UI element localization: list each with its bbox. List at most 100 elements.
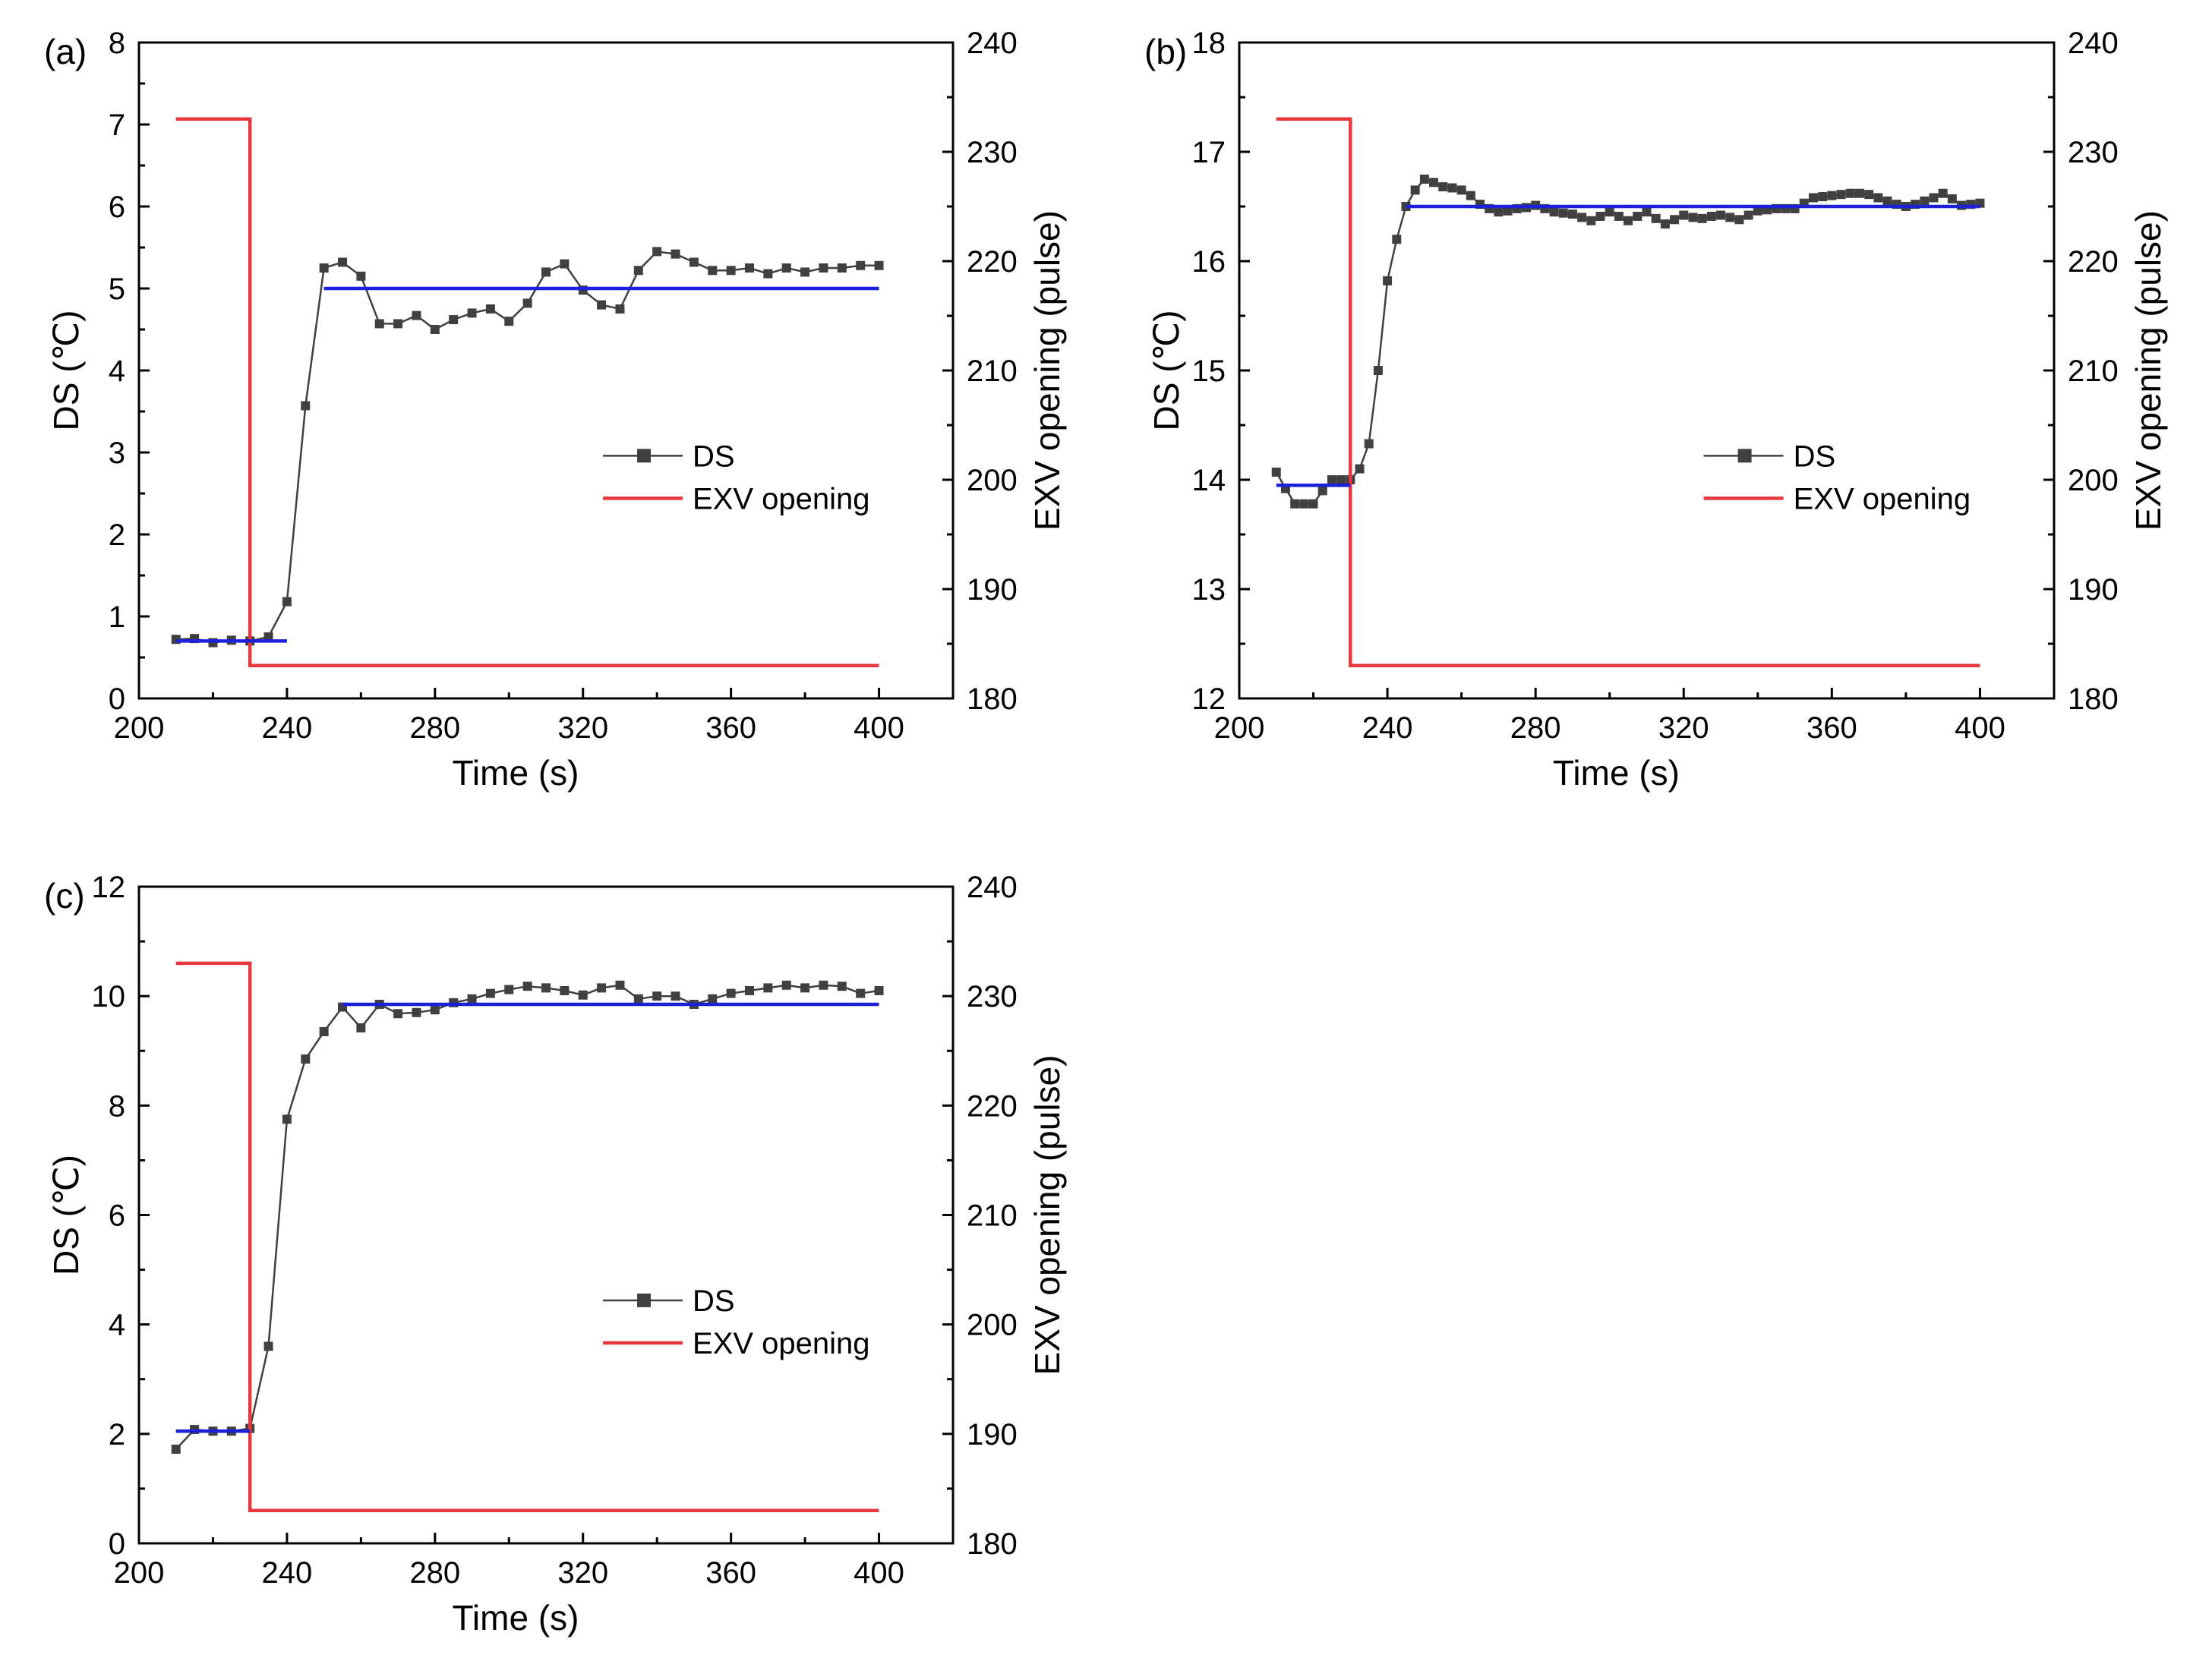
ds-data-point	[1410, 185, 1420, 195]
legend-ds-marker	[637, 449, 652, 463]
y-tick-label: 12	[1192, 682, 1226, 716]
legend-exv-label: EXV opening	[693, 482, 870, 515]
ds-data-point	[726, 988, 736, 998]
x-tick-label: 320	[557, 711, 608, 745]
x-tick-label: 280	[409, 711, 460, 745]
ds-data-point	[1688, 213, 1698, 222]
ds-data-point	[504, 985, 514, 994]
legend-exv-label: EXV opening	[693, 1327, 870, 1360]
ds-data-point	[615, 980, 625, 990]
ds-data-point	[1577, 213, 1587, 222]
ds-data-point	[1633, 211, 1642, 221]
ds-data-point	[522, 298, 532, 308]
legend-ds-marker	[1737, 449, 1752, 463]
ds-data-point	[708, 994, 718, 1004]
ds-data-point	[837, 982, 847, 991]
chart-panel-1: 200 240 280 320 360 400 0 1 2 3 4 5 6 7 8 180 190 200 210 2…	[44, 27, 1067, 793]
plot-frame	[137, 41, 955, 700]
x-tick-label: 280	[409, 1556, 460, 1590]
ds-data-point	[781, 263, 791, 273]
y2-tick-label: 190	[967, 1418, 1018, 1451]
y2-tick-label: 210	[2068, 355, 2119, 388]
y-tick-label: 4	[109, 355, 125, 388]
legend-ds-label: DS	[693, 1284, 735, 1318]
x-axis-title: Time (s)	[453, 1598, 579, 1637]
x-tick-label: 400	[1955, 711, 2005, 745]
ds-data-point	[652, 247, 662, 257]
y2-tick-label: 230	[967, 980, 1018, 1013]
panel-label: (b)	[1144, 32, 1187, 71]
y2-tick-label: 240	[2068, 27, 2119, 60]
ds-data-point	[1882, 196, 1892, 206]
x-axis-title: Time (s)	[453, 753, 579, 793]
y-tick-label: 3	[109, 437, 125, 470]
exv-opening-line	[175, 961, 879, 1513]
legend-ds-marker	[637, 1293, 652, 1307]
ds-data-point	[467, 308, 477, 318]
ds-data-point	[1271, 467, 1281, 477]
ds-data-point	[560, 259, 570, 269]
ds-data-point	[1697, 213, 1707, 223]
ds-data-point	[1327, 475, 1336, 484]
ds-data-point	[319, 1027, 329, 1037]
ds-data-point	[763, 269, 773, 279]
ds-data-point	[615, 304, 625, 314]
ds-data-point	[541, 983, 551, 993]
ds-data-point	[1558, 208, 1568, 218]
y-tick-label: 5	[109, 273, 125, 306]
x-tick-label: 320	[557, 1556, 608, 1590]
y2-tick-label: 180	[967, 1527, 1018, 1561]
y-tick-label: 18	[1192, 27, 1226, 60]
ds-data-point	[1317, 486, 1327, 496]
ds-data-point	[560, 985, 570, 995]
y2-tick-label: 200	[2068, 464, 2119, 497]
y-tick-label: 1	[109, 600, 125, 634]
ds-data-point	[708, 266, 718, 276]
ds-data-point	[1808, 193, 1818, 203]
y2-tick-label: 230	[2068, 136, 2119, 169]
ds-data-point	[301, 1054, 311, 1064]
y-tick-label: 8	[109, 1089, 125, 1123]
ds-data-point	[1456, 185, 1466, 195]
ds-data-point	[874, 260, 884, 270]
ds-data-point	[541, 267, 551, 277]
ds-data-point	[1938, 188, 1948, 198]
ds-data-point	[1364, 439, 1374, 449]
chart-panel-2: 200 240 280 320 360 400 12 13 14 15 16 17 18 180 190 20…	[1144, 27, 2168, 793]
y2-tick-label: 230	[967, 136, 1018, 169]
ds-data-point	[1743, 210, 1753, 220]
ds-data-point	[1308, 499, 1318, 509]
ds-data-point	[393, 319, 403, 329]
ds-data-point	[856, 988, 866, 998]
ds-data-point	[745, 985, 754, 995]
ds-data-point	[1920, 196, 1930, 206]
ds-data-point	[263, 632, 273, 641]
legend-ds-label: DS	[1794, 440, 1836, 473]
ds-data-point	[633, 994, 643, 1004]
x-tick-label: 400	[854, 1556, 904, 1590]
y2-tick-label: 180	[2068, 682, 2119, 716]
ds-data-point	[633, 266, 643, 276]
ds-data-point	[1716, 210, 1726, 220]
ds-data-point	[485, 988, 495, 998]
ds-data-point	[1355, 464, 1365, 474]
ds-data-point	[1605, 207, 1614, 217]
y-tick-label: 2	[109, 1418, 125, 1451]
y2-axis-title: EXV opening (pulse)	[2128, 210, 2168, 531]
ds-data-point	[1392, 235, 1402, 244]
ds-data-point	[1818, 192, 1828, 202]
chart-panel-3: 200 240 280 320 360 400 0 2 4 6 8 10 12 180 190 200 210 2…	[44, 871, 1067, 1637]
y2-tick-label: 190	[967, 573, 1018, 607]
ds-data-point	[1753, 206, 1762, 216]
ds-data-point	[1549, 207, 1559, 217]
ds-data-point	[412, 1007, 421, 1017]
ds-data-point	[837, 263, 847, 273]
y-axis-title: DS (℃)	[46, 310, 86, 431]
y-tick-label: 6	[109, 191, 125, 224]
ds-data-point	[597, 300, 607, 310]
ds-line	[1275, 178, 1980, 505]
y-tick-label: 12	[92, 871, 126, 904]
x-tick-label: 240	[1362, 711, 1413, 745]
ds-data-point	[282, 597, 292, 607]
